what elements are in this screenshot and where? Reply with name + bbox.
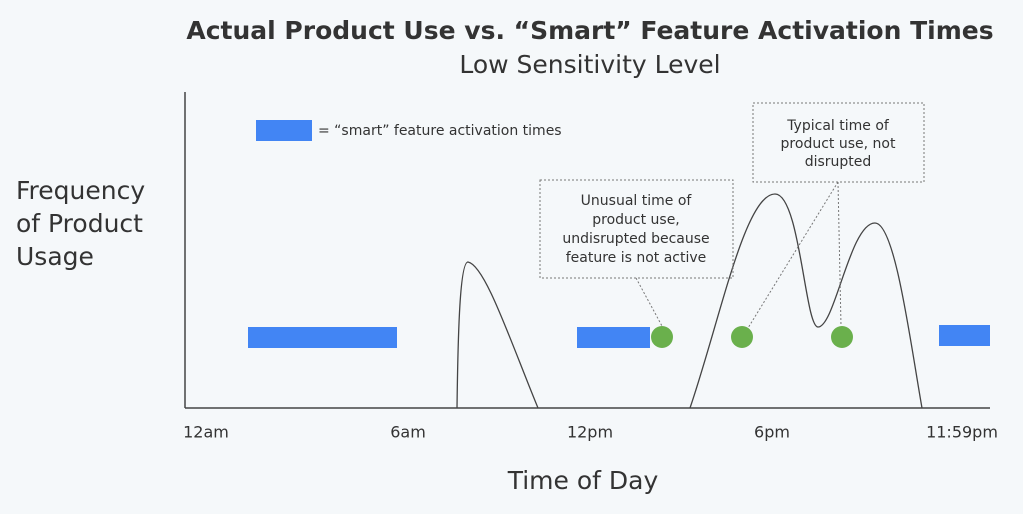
- activation-bar: [577, 327, 650, 348]
- usage-curve: [456, 261, 539, 409]
- usage-dot: [651, 326, 673, 348]
- annotation-text: product use, not: [781, 136, 896, 152]
- usage-curve: [689, 193, 923, 409]
- annotation-leader: [635, 277, 663, 327]
- annotation-text: feature is not active: [566, 250, 707, 266]
- x-tick-label: 12pm: [567, 423, 613, 442]
- usage-dot: [831, 326, 853, 348]
- y-axis-label: Usage: [16, 242, 94, 271]
- annotation-text: Typical time of: [786, 118, 890, 134]
- annotation-text: undisrupted because: [562, 231, 709, 247]
- activation-bar: [939, 325, 990, 346]
- x-tick-label: 11:59pm: [926, 423, 998, 442]
- annotation-text: Unusual time of: [581, 193, 693, 209]
- annotation-text: product use,: [592, 212, 680, 228]
- legend-label: = “smart” feature activation times: [318, 123, 562, 139]
- y-axis-label: of Product: [16, 209, 143, 238]
- y-axis-label: Frequency: [16, 176, 145, 205]
- title: Actual Product Use vs. “Smart” Feature A…: [186, 16, 993, 45]
- annotation-text: disrupted: [805, 154, 872, 170]
- x-tick-label: 6pm: [754, 423, 790, 442]
- x-axis-title: Time of Day: [507, 466, 659, 495]
- annotation-box: [539, 179, 734, 279]
- annotation-leader: [747, 181, 839, 329]
- x-tick-label: 12am: [183, 423, 229, 442]
- subtitle: Low Sensitivity Level: [459, 50, 720, 79]
- usage-dot: [731, 326, 753, 348]
- x-tick-label: 6am: [390, 423, 426, 442]
- activation-bar: [248, 327, 397, 348]
- annotation-box: [752, 102, 925, 183]
- legend-swatch: [256, 120, 312, 141]
- annotation-leader: [837, 181, 842, 327]
